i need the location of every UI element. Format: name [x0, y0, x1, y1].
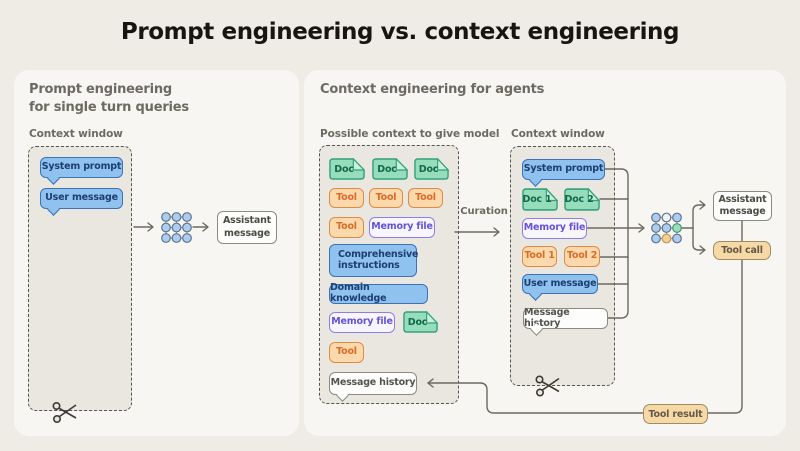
- memory-file-chip: Memory file: [522, 218, 587, 239]
- model-network-icon: [651, 212, 682, 244]
- message-history-chip: Message history: [329, 372, 417, 395]
- curation-label: Curation: [460, 206, 508, 217]
- doc-chip: Doc 2: [564, 188, 600, 211]
- doc-chip: Doc: [414, 158, 449, 180]
- scissors-icon: [52, 401, 77, 423]
- model-input-arrowhead: [638, 223, 645, 233]
- user-message-chip: User message: [40, 188, 123, 209]
- system-prompt-chip: System prompt: [40, 157, 123, 178]
- memory-file-chip: Memory file: [329, 312, 395, 333]
- system-prompt-chip: System prompt: [522, 159, 605, 180]
- user-message-chip: User message: [522, 274, 598, 294]
- curation-arrowhead: [493, 227, 500, 237]
- context-bus-line: [604, 168, 629, 319]
- page-title: Prompt engineering vs. context engineeri…: [120, 19, 680, 45]
- message-history-chip: Message history: [523, 307, 608, 329]
- assistant-arrowhead: [699, 200, 706, 210]
- tool-call-arrowhead: [699, 245, 706, 255]
- scissors-icon: [535, 375, 560, 397]
- tool-call-box: Tool call: [713, 241, 771, 260]
- domain-knowledge-chip: Domain knowledge: [329, 282, 428, 304]
- left-context-window-label: Context window: [29, 128, 123, 140]
- right-context-window-label: Context window: [511, 128, 605, 140]
- doc-chip: Doc: [372, 158, 408, 180]
- feedback-loop-line: [427, 218, 743, 414]
- left-panel-heading: Prompt engineering for single turn queri…: [29, 82, 189, 115]
- tool-chip: Tool: [329, 217, 364, 238]
- comprehensive-instructions-chip: Comprehensive instructions: [329, 244, 418, 277]
- tool-chip: Tool: [329, 188, 364, 208]
- model-network-icon: [161, 212, 192, 243]
- tool-chip: Tool 2: [564, 246, 600, 267]
- possible-context-label: Possible context to give model: [320, 128, 500, 140]
- left-output-arrowhead: [202, 222, 209, 232]
- tool-chip: Tool: [408, 188, 443, 208]
- feedback-arrowhead: [427, 378, 434, 388]
- tool-chip: Tool: [369, 188, 403, 208]
- memory-file-chip: Memory file: [369, 217, 435, 238]
- assistant-branch: [692, 204, 705, 229]
- doc-chip: Doc: [329, 158, 365, 180]
- tool-call-branch: [692, 227, 705, 251]
- tool-chip: Tool: [329, 342, 364, 363]
- left-input-arrowhead: [147, 222, 154, 232]
- assistant-message-box: Assistant message: [713, 191, 772, 221]
- tool-result-box: Tool result: [643, 404, 708, 424]
- doc-chip: Doc 1: [522, 188, 558, 211]
- assistant-message-box: Assistant message: [217, 211, 277, 244]
- right-panel-heading: Context engineering for agents: [320, 82, 545, 97]
- tool-chip: Tool 1: [522, 246, 557, 267]
- doc-chip: Doc: [403, 311, 438, 333]
